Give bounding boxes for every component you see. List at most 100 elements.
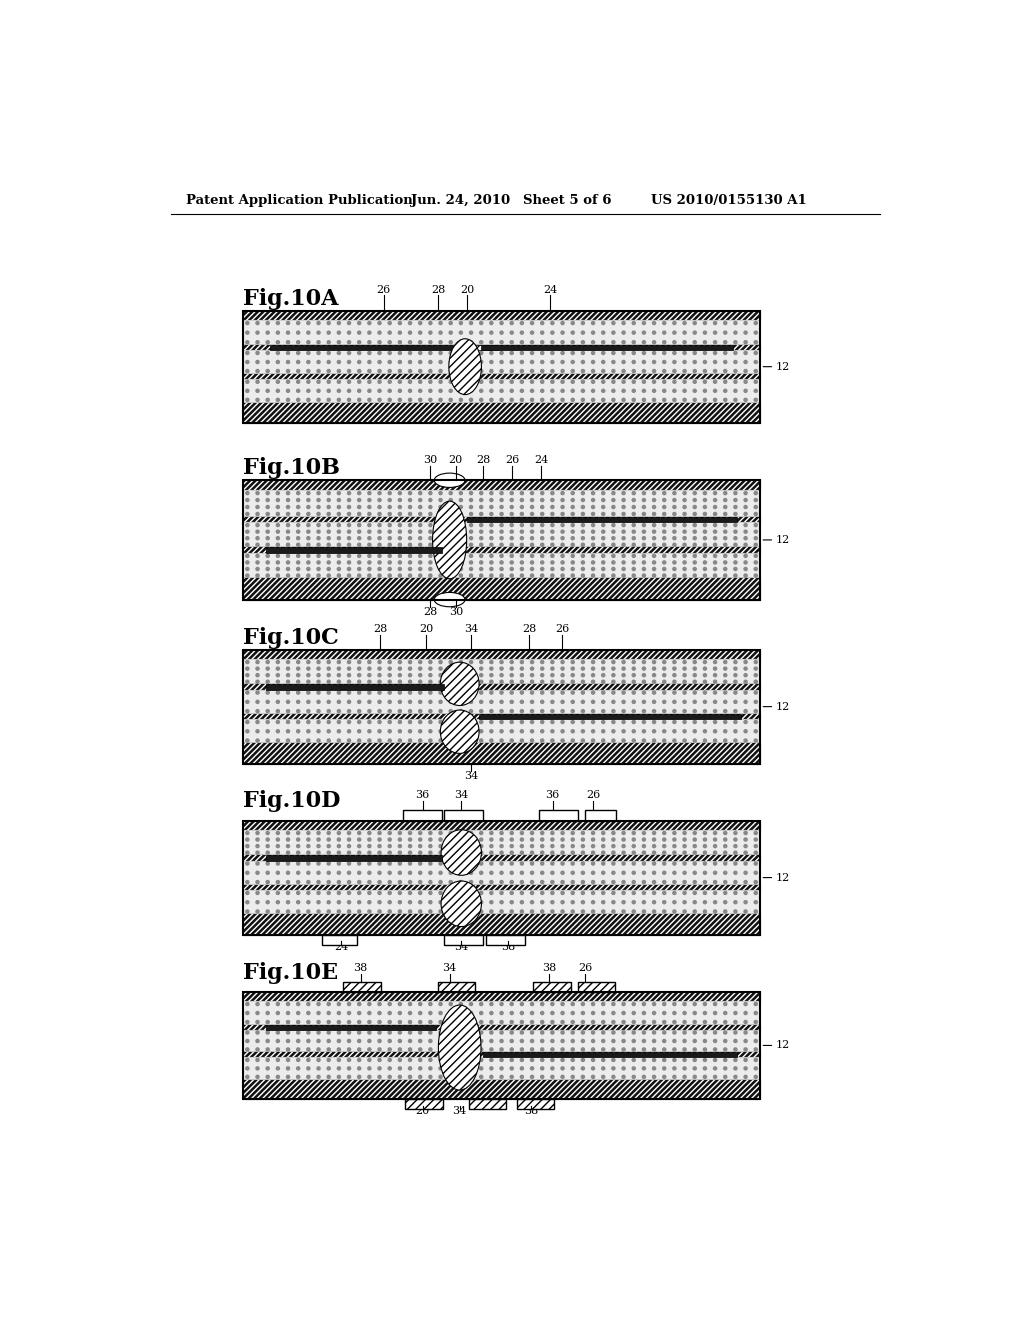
Bar — [539, 810, 578, 821]
Circle shape — [683, 544, 686, 546]
Text: 28: 28 — [476, 455, 490, 465]
Circle shape — [469, 544, 473, 546]
Text: 28: 28 — [522, 624, 537, 635]
Circle shape — [642, 1059, 645, 1061]
Circle shape — [683, 537, 686, 540]
Circle shape — [429, 399, 432, 401]
Circle shape — [357, 871, 360, 874]
Circle shape — [256, 351, 259, 355]
Circle shape — [357, 360, 360, 363]
Circle shape — [592, 832, 595, 834]
Circle shape — [429, 721, 432, 723]
Circle shape — [327, 537, 331, 540]
Circle shape — [663, 506, 666, 508]
Circle shape — [724, 499, 727, 502]
Circle shape — [755, 900, 758, 904]
Circle shape — [582, 370, 585, 372]
Circle shape — [755, 1039, 758, 1043]
Circle shape — [378, 880, 381, 883]
Circle shape — [673, 322, 676, 325]
Text: 26: 26 — [579, 964, 592, 973]
Circle shape — [460, 1059, 463, 1061]
Circle shape — [673, 399, 676, 401]
Circle shape — [307, 360, 310, 363]
Circle shape — [571, 1020, 574, 1023]
Circle shape — [663, 512, 666, 516]
Circle shape — [734, 1002, 737, 1006]
Circle shape — [683, 1011, 686, 1015]
Circle shape — [256, 1020, 259, 1023]
Circle shape — [368, 1002, 371, 1006]
Circle shape — [266, 667, 269, 671]
Circle shape — [337, 667, 340, 671]
Circle shape — [357, 739, 360, 742]
Circle shape — [510, 845, 513, 847]
Circle shape — [327, 544, 331, 546]
Circle shape — [317, 845, 321, 847]
Circle shape — [551, 568, 554, 570]
Circle shape — [652, 370, 655, 372]
Circle shape — [693, 360, 696, 363]
Circle shape — [592, 574, 595, 577]
Circle shape — [287, 370, 290, 372]
Circle shape — [612, 499, 615, 502]
Circle shape — [755, 531, 758, 533]
Circle shape — [755, 1002, 758, 1006]
Circle shape — [642, 1002, 645, 1006]
Circle shape — [703, 380, 707, 383]
Circle shape — [734, 537, 737, 540]
Circle shape — [368, 871, 371, 874]
Circle shape — [622, 851, 625, 854]
Circle shape — [693, 832, 696, 834]
Text: 12: 12 — [776, 362, 791, 372]
Circle shape — [622, 322, 625, 325]
Circle shape — [388, 370, 391, 372]
Circle shape — [530, 512, 534, 516]
Circle shape — [642, 701, 645, 704]
Circle shape — [479, 891, 482, 895]
Circle shape — [500, 680, 503, 684]
Circle shape — [734, 909, 737, 913]
Circle shape — [409, 880, 412, 883]
Circle shape — [297, 537, 300, 540]
Circle shape — [530, 660, 534, 664]
Circle shape — [347, 370, 350, 372]
Circle shape — [734, 900, 737, 904]
Circle shape — [571, 660, 574, 664]
Circle shape — [744, 1076, 748, 1078]
Circle shape — [460, 380, 463, 383]
Circle shape — [327, 730, 331, 733]
Circle shape — [256, 544, 259, 546]
Circle shape — [663, 1020, 666, 1023]
Circle shape — [642, 1048, 645, 1051]
Circle shape — [734, 845, 737, 847]
Circle shape — [520, 370, 523, 372]
Circle shape — [489, 512, 493, 516]
Circle shape — [582, 574, 585, 577]
Circle shape — [693, 880, 696, 883]
Circle shape — [693, 851, 696, 854]
Circle shape — [489, 1002, 493, 1006]
Circle shape — [378, 512, 381, 516]
Circle shape — [297, 1067, 300, 1071]
Circle shape — [347, 499, 350, 502]
Circle shape — [398, 512, 401, 516]
Circle shape — [317, 730, 321, 733]
Text: Fig.10C: Fig.10C — [243, 627, 339, 648]
Circle shape — [693, 730, 696, 733]
Circle shape — [652, 1020, 655, 1023]
Circle shape — [357, 380, 360, 383]
Circle shape — [744, 1067, 748, 1071]
Circle shape — [551, 673, 554, 677]
Circle shape — [429, 524, 432, 527]
Circle shape — [724, 561, 727, 564]
Circle shape — [419, 399, 422, 401]
Circle shape — [357, 389, 360, 392]
Circle shape — [347, 845, 350, 847]
Circle shape — [489, 1059, 493, 1061]
Circle shape — [378, 667, 381, 671]
Circle shape — [317, 891, 321, 895]
Text: 20: 20 — [416, 1106, 430, 1117]
Circle shape — [663, 399, 666, 401]
Circle shape — [622, 832, 625, 834]
